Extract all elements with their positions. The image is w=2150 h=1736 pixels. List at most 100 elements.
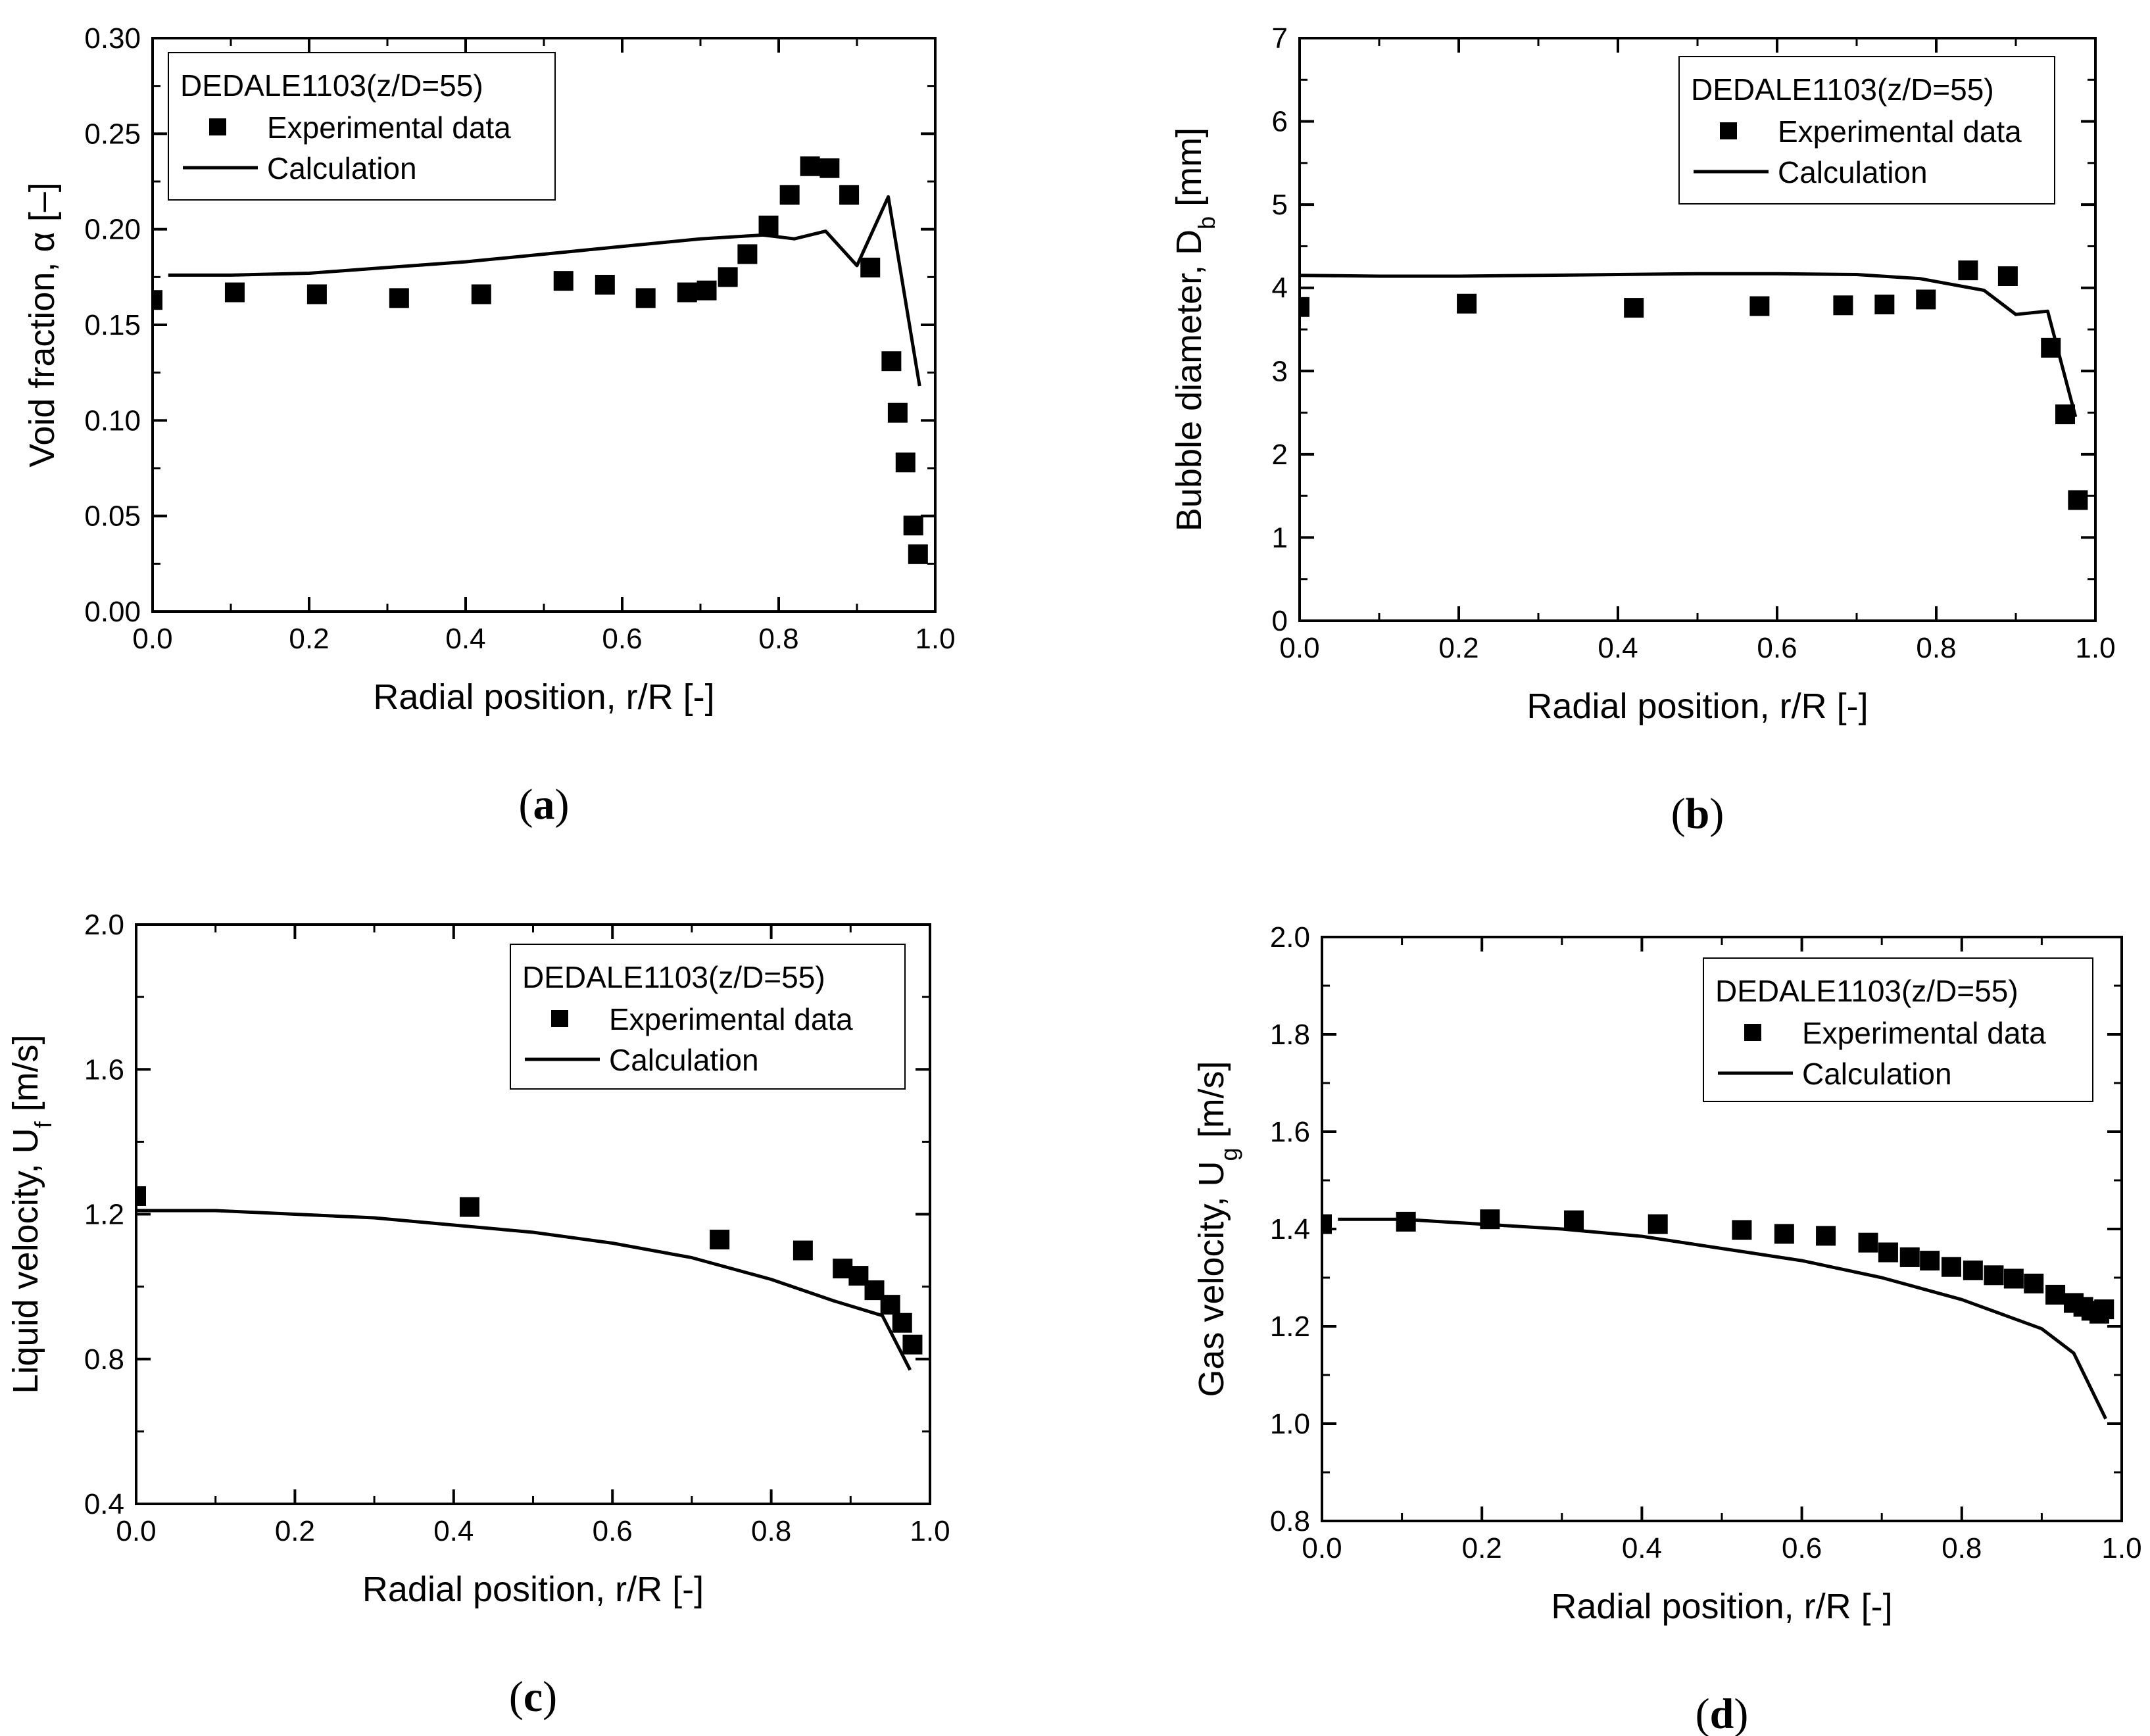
data-point xyxy=(1457,293,1477,314)
data-point xyxy=(895,452,916,473)
legend-marker xyxy=(209,118,226,135)
data-point xyxy=(153,290,162,310)
y-tick-label: 1.8 xyxy=(1270,1019,1310,1051)
x-tick-label: 0.4 xyxy=(1598,632,1638,664)
legend-marker xyxy=(551,1010,568,1027)
legend-box xyxy=(1703,957,2093,1102)
y-tick-label: 0.20 xyxy=(84,214,141,246)
panel-a: 0.0 0.2 0.4 0.6 0.8 1.0 0.00 0.05 0.10 0.15 0.20 0.… xyxy=(22,22,956,829)
legend-label-experimental: Experimental data xyxy=(1778,114,2022,149)
data-point xyxy=(718,267,738,287)
data-point xyxy=(2068,490,2088,510)
x-tick-label: 0.4 xyxy=(445,623,485,655)
data-point xyxy=(2094,1299,2114,1320)
panel-b: 0.0 0.2 0.4 0.6 0.8 1.0 0 1 2 3 4 5 6 7 Radial positio… xyxy=(1169,22,2116,838)
data-point xyxy=(1833,295,1853,316)
y-axis-label: Bubble diameter, Db [mm] xyxy=(1169,128,1220,531)
x-axis-label: Radial position, r/R [-] xyxy=(1527,687,1868,726)
y-tick-label: 0.15 xyxy=(84,309,141,341)
y-tick-label: 2.0 xyxy=(84,909,124,941)
plot-area xyxy=(1322,1209,2114,1420)
data-point xyxy=(1958,260,1978,281)
data-point xyxy=(224,282,245,302)
data-point xyxy=(1564,1210,1584,1230)
y-tick-label: 7 xyxy=(1272,22,1288,55)
legend-label-experimental: Experimental data xyxy=(267,110,511,145)
y-tick-label: 4 xyxy=(1272,272,1288,304)
plot-area xyxy=(136,1186,923,1371)
y-tick-label: 0.00 xyxy=(84,596,141,628)
y-tick-label: 0.8 xyxy=(1270,1505,1310,1537)
panel-label: (b) xyxy=(1671,790,1724,838)
y-tick-label: 0.10 xyxy=(84,404,141,437)
plot-area xyxy=(1300,260,2088,510)
y-tick-label: 5 xyxy=(1272,189,1288,221)
x-tick-label: 0.6 xyxy=(593,1515,633,1547)
x-axis-label: Radial position, r/R [-] xyxy=(362,1570,704,1609)
y-tick-label: 1.4 xyxy=(1270,1213,1310,1245)
y-tick-label: 1.0 xyxy=(1270,1408,1310,1440)
data-point xyxy=(1322,1214,1332,1234)
x-tick-label: 0.6 xyxy=(602,623,642,655)
data-point xyxy=(595,274,615,295)
x-tick-label: 1.0 xyxy=(910,1515,950,1547)
data-point xyxy=(306,284,327,304)
data-point xyxy=(1396,1211,1416,1232)
y-tick-label: 0.8 xyxy=(84,1343,124,1376)
data-point xyxy=(887,402,908,423)
data-point xyxy=(1997,266,2018,286)
y-tick-label: 0.30 xyxy=(84,22,141,55)
data-point xyxy=(860,257,881,277)
data-point xyxy=(1916,289,1936,310)
data-point xyxy=(1899,1247,1920,1267)
x-tick-label: 0.8 xyxy=(1942,1532,1982,1564)
legend: DEDALE1103(z/D=55) Experimental data Calcu… xyxy=(168,52,556,201)
y-tick-label: 1.2 xyxy=(1270,1311,1310,1343)
data-point xyxy=(758,215,779,235)
legend-label-calculation: Calculation xyxy=(1778,155,1928,189)
y-tick-label: 0.4 xyxy=(84,1488,124,1520)
data-point xyxy=(2045,1284,2066,1305)
data-point xyxy=(1984,1265,2004,1286)
legend-box xyxy=(1678,56,2055,205)
y-tick-label: 1 xyxy=(1272,521,1288,554)
data-point xyxy=(1648,1214,1668,1234)
data-point xyxy=(779,185,800,205)
y-tick-label: 6 xyxy=(1272,106,1288,138)
legend-label-calculation: Calculation xyxy=(609,1043,759,1077)
data-point xyxy=(2024,1273,2044,1293)
y-tick-label: 1.2 xyxy=(84,1199,124,1231)
panel-label: (d) xyxy=(1696,1690,1749,1736)
x-axis-label: Radial position, r/R [-] xyxy=(1551,1587,1892,1626)
data-point xyxy=(880,1295,900,1315)
data-point xyxy=(800,156,820,176)
x-tick-label: 0.8 xyxy=(758,623,798,655)
x-tick-label: 0.8 xyxy=(751,1515,791,1547)
data-point xyxy=(819,158,840,178)
data-point xyxy=(1878,1242,1898,1263)
data-point xyxy=(793,1240,813,1261)
calculation-line xyxy=(1338,1217,2107,1420)
data-point xyxy=(459,1197,479,1217)
data-point xyxy=(710,1230,730,1250)
data-point xyxy=(1732,1220,1752,1240)
x-tick-label: 0.2 xyxy=(1438,632,1478,664)
data-point xyxy=(1874,295,1895,315)
data-point xyxy=(839,185,860,205)
plot-area xyxy=(153,156,928,564)
legend-marker xyxy=(1744,1024,1761,1041)
y-tick-label: 0.05 xyxy=(84,500,141,533)
y-axis-label: Gas velocity, Ug [m/s] xyxy=(1192,1061,1242,1397)
y-tick-label: 2 xyxy=(1272,439,1288,471)
x-tick-label: 0.4 xyxy=(433,1515,474,1547)
panel-c: 0.0 0.2 0.4 0.6 0.8 1.0 0.4 0.8 1.2 1.6 2.0 Radial … xyxy=(6,909,950,1721)
data-point xyxy=(1624,298,1644,318)
legend-title: DEDALE1103(z/D=55) xyxy=(522,960,825,994)
y-tick-label: 1.6 xyxy=(1270,1116,1310,1148)
x-tick-label: 0.0 xyxy=(116,1515,156,1547)
data-point xyxy=(635,288,656,308)
legend-label-calculation: Calculation xyxy=(1802,1057,1952,1091)
legend-title: DEDALE1103(z/D=55) xyxy=(180,68,483,103)
data-point xyxy=(1774,1224,1794,1244)
